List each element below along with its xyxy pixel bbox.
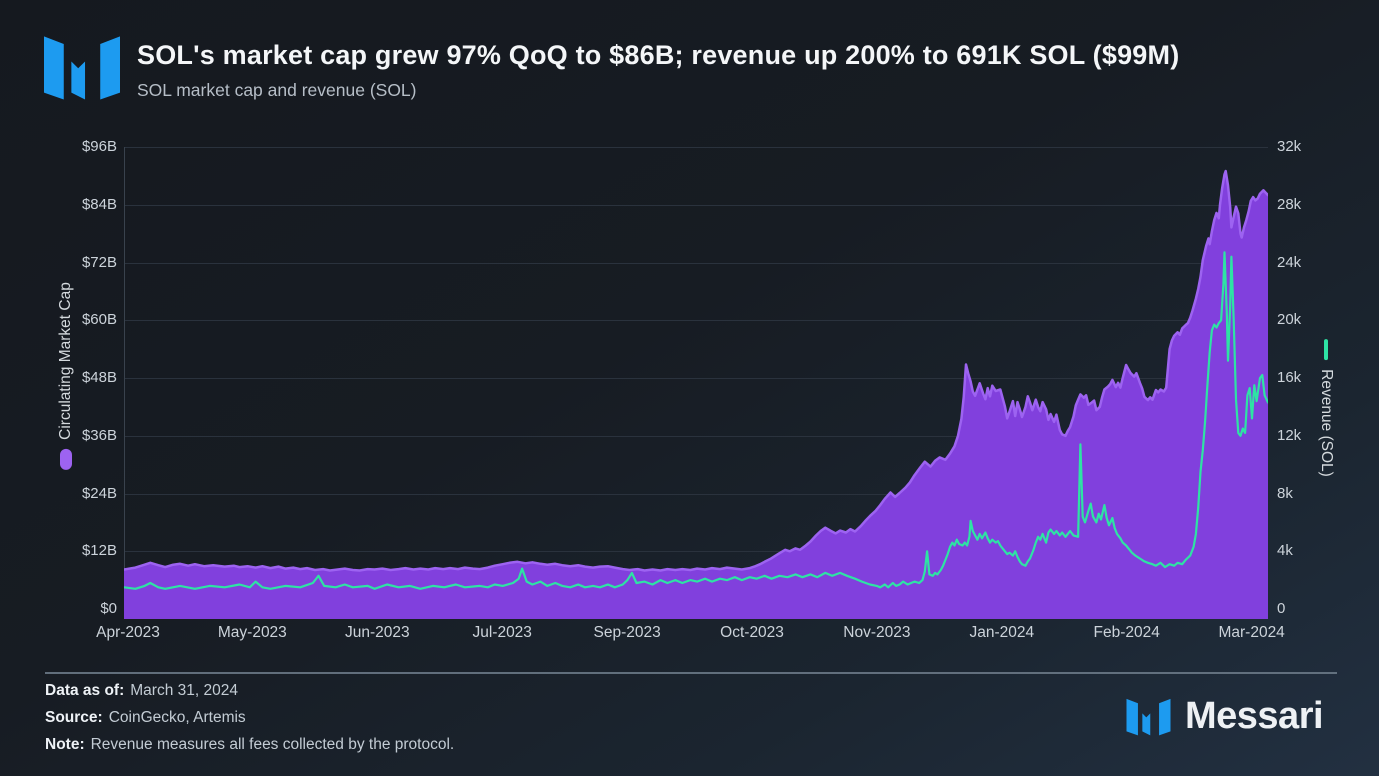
source-label: Source:: [45, 709, 103, 726]
footer-divider: [45, 672, 1337, 674]
data-as-of-value: March 31, 2024: [130, 682, 238, 699]
right-axis-label: Revenue (SOL): [1317, 339, 1335, 477]
source-value: CoinGecko, Artemis: [108, 709, 246, 726]
page-title: SOL's market cap grew 97% QoQ to $86B; r…: [137, 40, 1180, 70]
x-axis-label: Nov-2023: [843, 624, 911, 641]
note-label: Note:: [45, 736, 85, 753]
y-axis-tick-right: 28k: [1277, 195, 1302, 213]
y-axis-tick-left: $48B: [81, 369, 117, 386]
page-subtitle: SOL market cap and revenue (SOL): [137, 80, 417, 100]
y-axis-tick-right: 24k: [1277, 253, 1302, 271]
right-axis-label-text: Revenue (SOL): [1318, 369, 1335, 477]
x-axis-label: May-2023: [217, 624, 287, 641]
y-axis-tick-right: 8k: [1277, 484, 1293, 502]
revenue-legend-swatch: [1324, 339, 1328, 361]
note-row: Note: Revenue measures all fees collected…: [45, 736, 454, 754]
source-row: Source: CoinGecko, Artemis: [45, 709, 246, 727]
y-axis-tick-right: 16k: [1277, 369, 1302, 386]
x-axis-label: Sep-2023: [593, 624, 661, 641]
y-axis-tick-left: $0: [100, 600, 117, 617]
y-axis-tick-left: $60B: [81, 311, 117, 329]
messari-logo-icon: [44, 36, 120, 100]
messari-wordmark: Messari: [1185, 695, 1324, 737]
y-axis-tick-right: 12k: [1277, 426, 1302, 444]
y-axis-tick-right: 4k: [1277, 542, 1293, 560]
messari-logo-icon: [1126, 698, 1171, 736]
market-cap-line: [124, 169, 1268, 572]
left-axis-label-text: Circulating Market Cap: [57, 282, 74, 440]
data-as-of-row: Data as of: March 31, 2024: [45, 682, 238, 700]
y-axis-tick-left: $24B: [81, 484, 117, 502]
chart-plot-area: [124, 147, 1268, 619]
x-axis-label: Apr-2023: [96, 624, 160, 641]
y-axis-tick-left: $36B: [81, 426, 117, 444]
y-axis-tick-right: 20k: [1277, 311, 1302, 329]
y-axis-tick-right: 32k: [1277, 138, 1302, 155]
revenue-line: [124, 251, 1268, 590]
x-axis-label: Jun-2023: [344, 624, 410, 641]
market-cap-legend-swatch: [60, 448, 72, 470]
data-as-of-label: Data as of:: [45, 682, 125, 699]
market-cap-area: [124, 171, 1268, 619]
x-axis-label: Jan-2024: [969, 624, 1035, 641]
x-axis-label: Mar-2024: [1218, 624, 1285, 641]
y-axis-tick-right: 0: [1277, 600, 1286, 617]
x-axis-label: Oct-2023: [720, 624, 784, 641]
y-axis-tick-left: $12B: [81, 542, 117, 560]
y-axis-tick-left: $96B: [81, 138, 117, 155]
note-value: Revenue measures all fees collected by t…: [90, 736, 455, 753]
x-axis-label: Feb-2024: [1093, 624, 1160, 641]
messari-brand: Messari: [1126, 694, 1324, 738]
x-axis-label: Jul-2023: [472, 624, 532, 641]
y-axis-tick-left: $72B: [81, 253, 117, 271]
y-axis-tick-left: $84B: [81, 195, 117, 213]
